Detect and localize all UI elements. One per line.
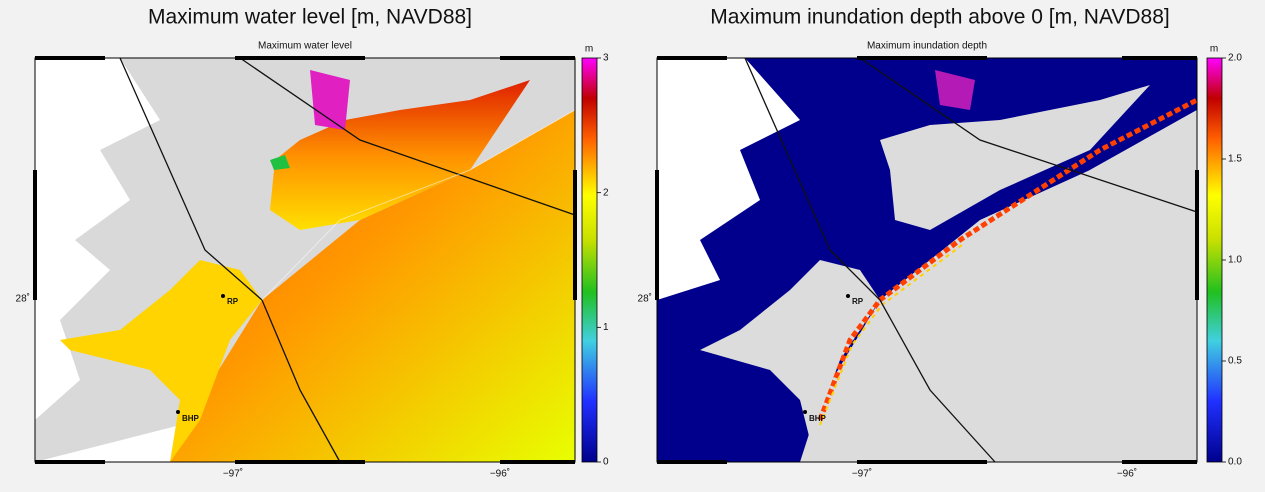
inundation-fringe: [817, 97, 1199, 421]
boundary-line: [859, 57, 1198, 213]
colorbar-tick-label: 3: [603, 53, 609, 64]
colorbar-tick-label: 1.0: [1228, 255, 1242, 266]
panel-subtitle: Maximum water level: [258, 41, 352, 52]
panel-left: Maximum water level [m, NAVD88] Maximum …: [16, 6, 598, 480]
site-marker: [176, 410, 180, 414]
colorbar-tick-label: 0.0: [1228, 457, 1242, 468]
panel-title: Maximum inundation depth above 0 [m, NAV…: [710, 6, 1170, 29]
colorbar-unit: m: [585, 44, 593, 55]
colorbar-tick-label: 0.5: [1228, 356, 1242, 367]
site-label: BHP: [182, 414, 200, 423]
y-axis-label: 28˚: [16, 293, 30, 305]
colorbar-tick-label: 2.0: [1228, 53, 1242, 64]
panel-right: Maximum inundation depth above 0 [m, NAV…: [638, 6, 1223, 480]
colorbar-unit: m: [1210, 44, 1218, 55]
bay-water: [60, 260, 262, 462]
colorbar-tick-label: 1.5: [1228, 154, 1242, 165]
bay-water: [700, 260, 880, 440]
colorbar: [581, 57, 598, 463]
frame-ticks: [655, 56, 1199, 464]
frame-ticks: [33, 56, 577, 464]
site-marker: [803, 410, 807, 414]
coastline: [261, 109, 576, 301]
x-axis-label: −97˚: [852, 468, 872, 480]
site-marker: [221, 294, 225, 298]
panel-title: Maximum water level [m, NAVD88]: [148, 6, 472, 29]
x-axis-label: −96˚: [490, 468, 510, 480]
colorbar-tick-label: 2: [603, 187, 609, 198]
colorbar-tick-label: 1: [603, 322, 609, 333]
site-marker: [846, 294, 850, 298]
bay-water: [270, 80, 530, 230]
x-axis-label: −96˚: [1117, 468, 1137, 480]
bay-water: [310, 70, 350, 130]
boundary-line: [744, 57, 996, 463]
panel-subtitle: Maximum inundation depth: [867, 41, 987, 52]
site-label: BHP: [809, 414, 827, 423]
y-axis-label: 28˚: [638, 293, 652, 305]
colorbar-tick-label: 0: [603, 457, 609, 468]
boundary-line: [239, 57, 576, 216]
bay-water: [270, 155, 290, 170]
gulf-water: [170, 110, 575, 462]
x-axis-label: −97˚: [223, 468, 243, 480]
bay-water: [880, 85, 1150, 230]
gulf-water: [800, 110, 1197, 462]
site-label: RP: [852, 297, 864, 306]
site-label: RP: [227, 297, 239, 306]
colorbar: [1206, 57, 1223, 463]
inundation-fringe: [819, 244, 963, 426]
inundation-patch: [935, 70, 975, 110]
